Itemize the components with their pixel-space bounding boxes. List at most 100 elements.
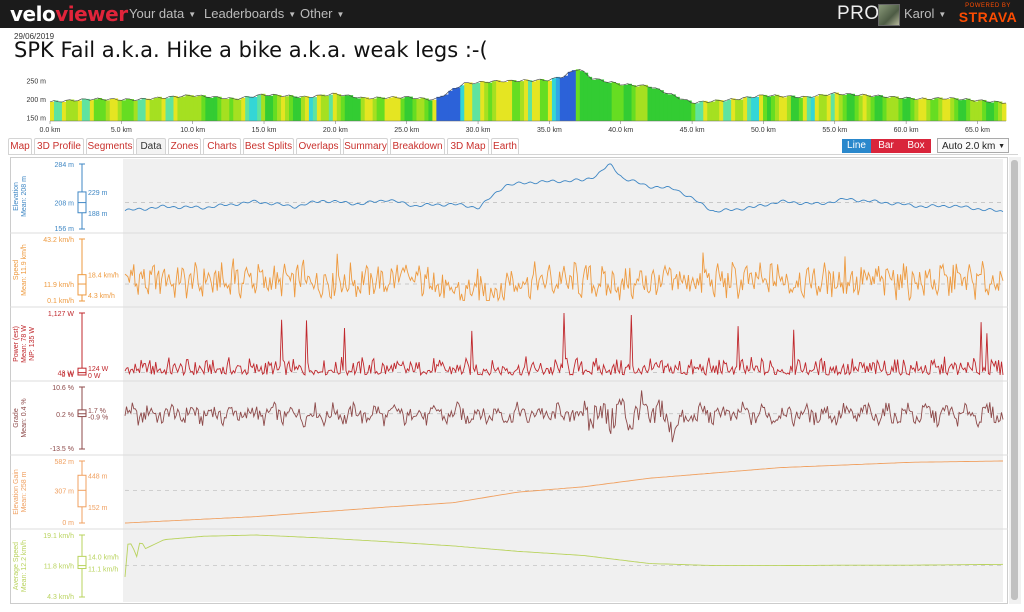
profile-bar bbox=[711, 101, 716, 121]
profile-bar bbox=[826, 95, 832, 121]
profile-bar bbox=[994, 101, 999, 121]
profile-bar bbox=[125, 98, 131, 121]
axis-mean-label: 208 m bbox=[55, 201, 75, 208]
series-line[interactable] bbox=[124, 312, 1004, 377]
profile-bar bbox=[794, 97, 800, 121]
profile-bar bbox=[535, 80, 541, 121]
user-menu[interactable]: Karol ▼ bbox=[904, 6, 947, 21]
profile-bar bbox=[101, 99, 107, 121]
profile-bar bbox=[587, 76, 593, 121]
profile-x-tick-label: 5.0 km bbox=[111, 127, 132, 134]
profile-bar bbox=[607, 82, 613, 121]
profile-bar bbox=[209, 97, 214, 121]
profile-bar bbox=[814, 96, 820, 121]
profile-bar bbox=[846, 93, 852, 121]
profile-bar bbox=[69, 99, 75, 121]
profile-bar bbox=[774, 94, 780, 121]
profile-bar bbox=[555, 76, 561, 121]
tab-3d-profile[interactable]: 3D Profile bbox=[34, 138, 84, 154]
scrollbar-thumb[interactable] bbox=[1011, 160, 1018, 600]
profile-bar bbox=[113, 98, 119, 121]
interval-select[interactable]: Auto 2.0 km ▼ bbox=[937, 138, 1009, 153]
axis-max-label: 284 m bbox=[55, 162, 75, 169]
profile-bar bbox=[619, 85, 624, 121]
profile-bar bbox=[245, 96, 250, 121]
profile-bar bbox=[818, 94, 824, 121]
tab-earth[interactable]: Earth bbox=[491, 138, 519, 154]
profile-bar bbox=[954, 98, 959, 121]
profile-bar bbox=[531, 81, 537, 121]
profile-bar bbox=[145, 98, 150, 121]
profile-bar bbox=[695, 103, 700, 121]
menu-leaderboards[interactable]: Leaderboards ▼ bbox=[204, 6, 297, 21]
veloviewer-logo[interactable]: veloviewer bbox=[10, 2, 128, 26]
profile-bar bbox=[850, 93, 856, 121]
profile-bar bbox=[476, 82, 481, 121]
tab-zones[interactable]: Zones bbox=[168, 138, 201, 154]
series-line[interactable] bbox=[124, 534, 1004, 577]
powered-by-strava-logo[interactable]: POWERED BY STRAVA bbox=[958, 3, 1018, 25]
menu-other[interactable]: Other ▼ bbox=[300, 6, 345, 21]
tab-3d-map[interactable]: 3D Map bbox=[447, 138, 489, 154]
profile-bar bbox=[285, 96, 290, 121]
profile-bar bbox=[308, 97, 314, 121]
box-upper-label: 14.0 km/h bbox=[88, 554, 119, 561]
series-line[interactable] bbox=[124, 460, 1003, 524]
quartile-box[interactable] bbox=[77, 409, 87, 418]
tab-map[interactable]: Map bbox=[8, 138, 32, 154]
profile-bar bbox=[739, 99, 744, 121]
quartile-box[interactable] bbox=[77, 474, 87, 508]
profile-bar bbox=[934, 98, 939, 121]
elevation-profile-chart[interactable]: 250 m 200 m 150 m 0.0 km 5.0 km 10.0 km 15.0 k… bbox=[0, 64, 1024, 138]
profile-bar bbox=[763, 94, 768, 121]
series-line[interactable] bbox=[124, 390, 1004, 443]
profile-bar bbox=[810, 97, 816, 121]
profile-bar bbox=[631, 85, 636, 121]
profile-bar bbox=[368, 98, 374, 121]
profile-bar bbox=[567, 71, 573, 121]
series-line[interactable] bbox=[124, 163, 1004, 213]
profile-bar bbox=[50, 101, 55, 121]
data-charts[interactable]: 284 m 156 m 208 m 229 m 188 m ElevationMean: … bbox=[10, 157, 1008, 604]
quartile-box[interactable] bbox=[77, 274, 87, 296]
tab-charts[interactable]: Charts bbox=[203, 138, 241, 154]
tab-segments[interactable]: Segments bbox=[86, 138, 134, 154]
chart-type-bar-button[interactable]: Bar bbox=[871, 139, 901, 153]
box-lower-label: 188 m bbox=[88, 211, 108, 218]
tab-breakdown[interactable]: Breakdown bbox=[390, 138, 445, 154]
profile-bar bbox=[902, 98, 907, 121]
profile-y-tick: 200 m bbox=[27, 97, 47, 104]
series-line[interactable] bbox=[124, 252, 1004, 303]
series-name-label: GradeMean: 0.4 % bbox=[13, 398, 28, 437]
quartile-box[interactable] bbox=[77, 555, 87, 570]
series-name-label: SpeedMean: 11.9 km/h bbox=[13, 244, 28, 296]
profile-bar bbox=[452, 87, 457, 121]
profile-bar bbox=[496, 80, 501, 121]
profile-bar bbox=[683, 99, 688, 121]
profile-x-tick-label: 55.0 km bbox=[822, 127, 847, 134]
profile-bar bbox=[599, 79, 605, 121]
tab-overlaps[interactable]: Overlaps bbox=[296, 138, 341, 154]
profile-bar bbox=[595, 79, 601, 121]
quartile-box[interactable] bbox=[77, 367, 87, 376]
activity-date: 29/06/2019 bbox=[14, 32, 55, 41]
profile-bar bbox=[201, 95, 206, 121]
profile-bar bbox=[655, 88, 660, 121]
tab-data[interactable]: Data bbox=[136, 138, 166, 154]
user-avatar[interactable] bbox=[878, 4, 900, 26]
profile-bar bbox=[312, 97, 318, 121]
profile-bar bbox=[221, 98, 226, 121]
chart-type-box-button[interactable]: Box bbox=[901, 139, 931, 153]
profile-bar bbox=[233, 98, 238, 121]
profile-bar bbox=[165, 98, 170, 121]
tab-best-splits[interactable]: Best Splits bbox=[243, 138, 294, 154]
menu-your-data[interactable]: Your data ▼ bbox=[129, 6, 197, 21]
chart-type-line-button[interactable]: Line bbox=[842, 139, 871, 153]
profile-bar bbox=[986, 101, 991, 121]
profile-bar bbox=[512, 80, 517, 121]
tab-summary[interactable]: Summary bbox=[343, 138, 388, 154]
profile-bar bbox=[225, 98, 230, 121]
profile-bar bbox=[735, 99, 740, 121]
profile-bar bbox=[237, 99, 242, 121]
profile-bar bbox=[261, 93, 266, 121]
